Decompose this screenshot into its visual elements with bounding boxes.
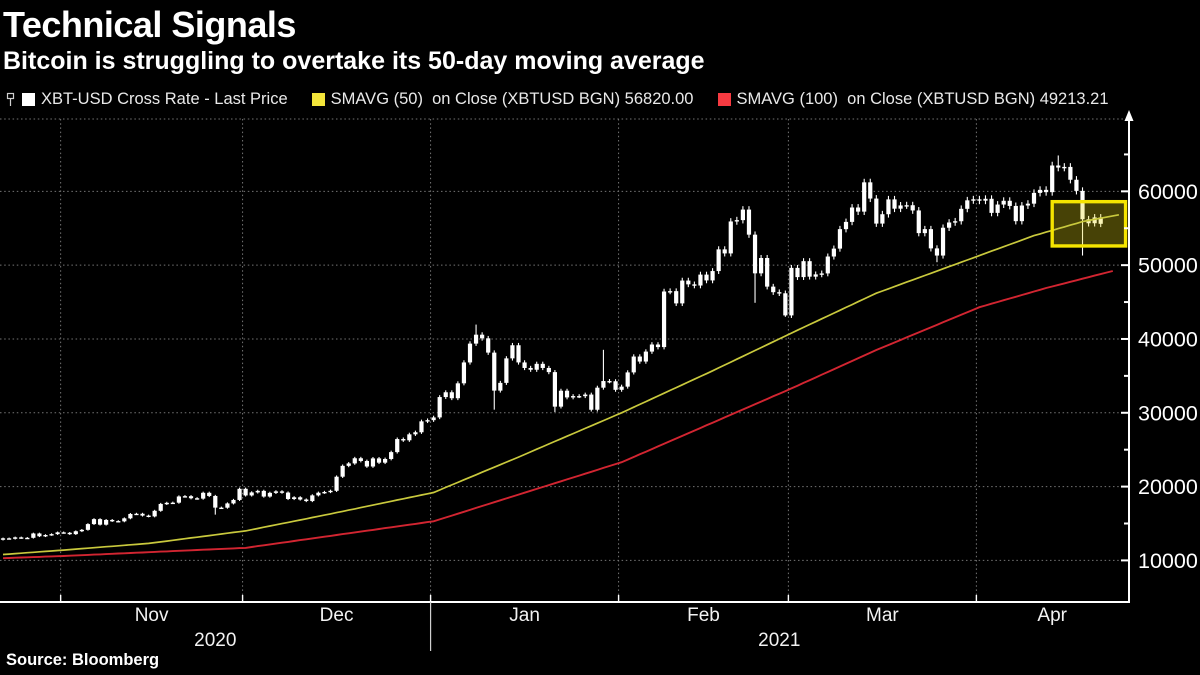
svg-text:Dec: Dec (320, 605, 354, 626)
legend-item-sma100: SMAVG (100) on Close (XBTUSD BGN) 49213.… (717, 89, 1109, 109)
legend-item-last-price: XBT-USD Cross Rate - Last Price (5, 90, 288, 109)
source-credit: Source: Bloomberg (6, 651, 160, 669)
legend-label-sma50: SMAVG (50) on Close (XBTUSD BGN) 56820.0… (330, 89, 694, 108)
svg-text:Jan: Jan (509, 605, 540, 626)
chart-subtitle: Bitcoin is struggling to overtake its 50… (3, 47, 705, 75)
legend-label-sma100: SMAVG (100) on Close (XBTUSD BGN) 49213.… (736, 89, 1109, 108)
svg-text:40000: 40000 (1138, 327, 1198, 351)
svg-text:Mar: Mar (866, 605, 899, 626)
svg-text:50000: 50000 (1138, 254, 1198, 278)
svg-text:Apr: Apr (1037, 605, 1067, 626)
legend-item-sma50: SMAVG (50) on Close (XBTUSD BGN) 56820.0… (311, 89, 694, 109)
last-price-swatch (22, 92, 35, 106)
sma100-swatch (717, 92, 731, 106)
svg-text:20000: 20000 (1138, 475, 1198, 499)
candlestick-icon (6, 92, 15, 106)
legend-label-last-price: XBT-USD Cross Rate - Last Price (41, 89, 288, 108)
svg-text:Feb: Feb (687, 605, 720, 626)
svg-text:60000: 60000 (1138, 180, 1198, 204)
svg-text:2021: 2021 (758, 630, 800, 651)
svg-text:10000: 10000 (1138, 549, 1198, 573)
sma50-swatch (311, 92, 325, 106)
svg-text:Nov: Nov (135, 605, 169, 626)
chart-legend: XBT-USD Cross Rate - Last Price SMAVG (5… (5, 88, 1195, 110)
svg-text:2020: 2020 (194, 630, 236, 651)
chart-title: Technical Signals (3, 4, 296, 45)
svg-text:30000: 30000 (1138, 401, 1198, 425)
